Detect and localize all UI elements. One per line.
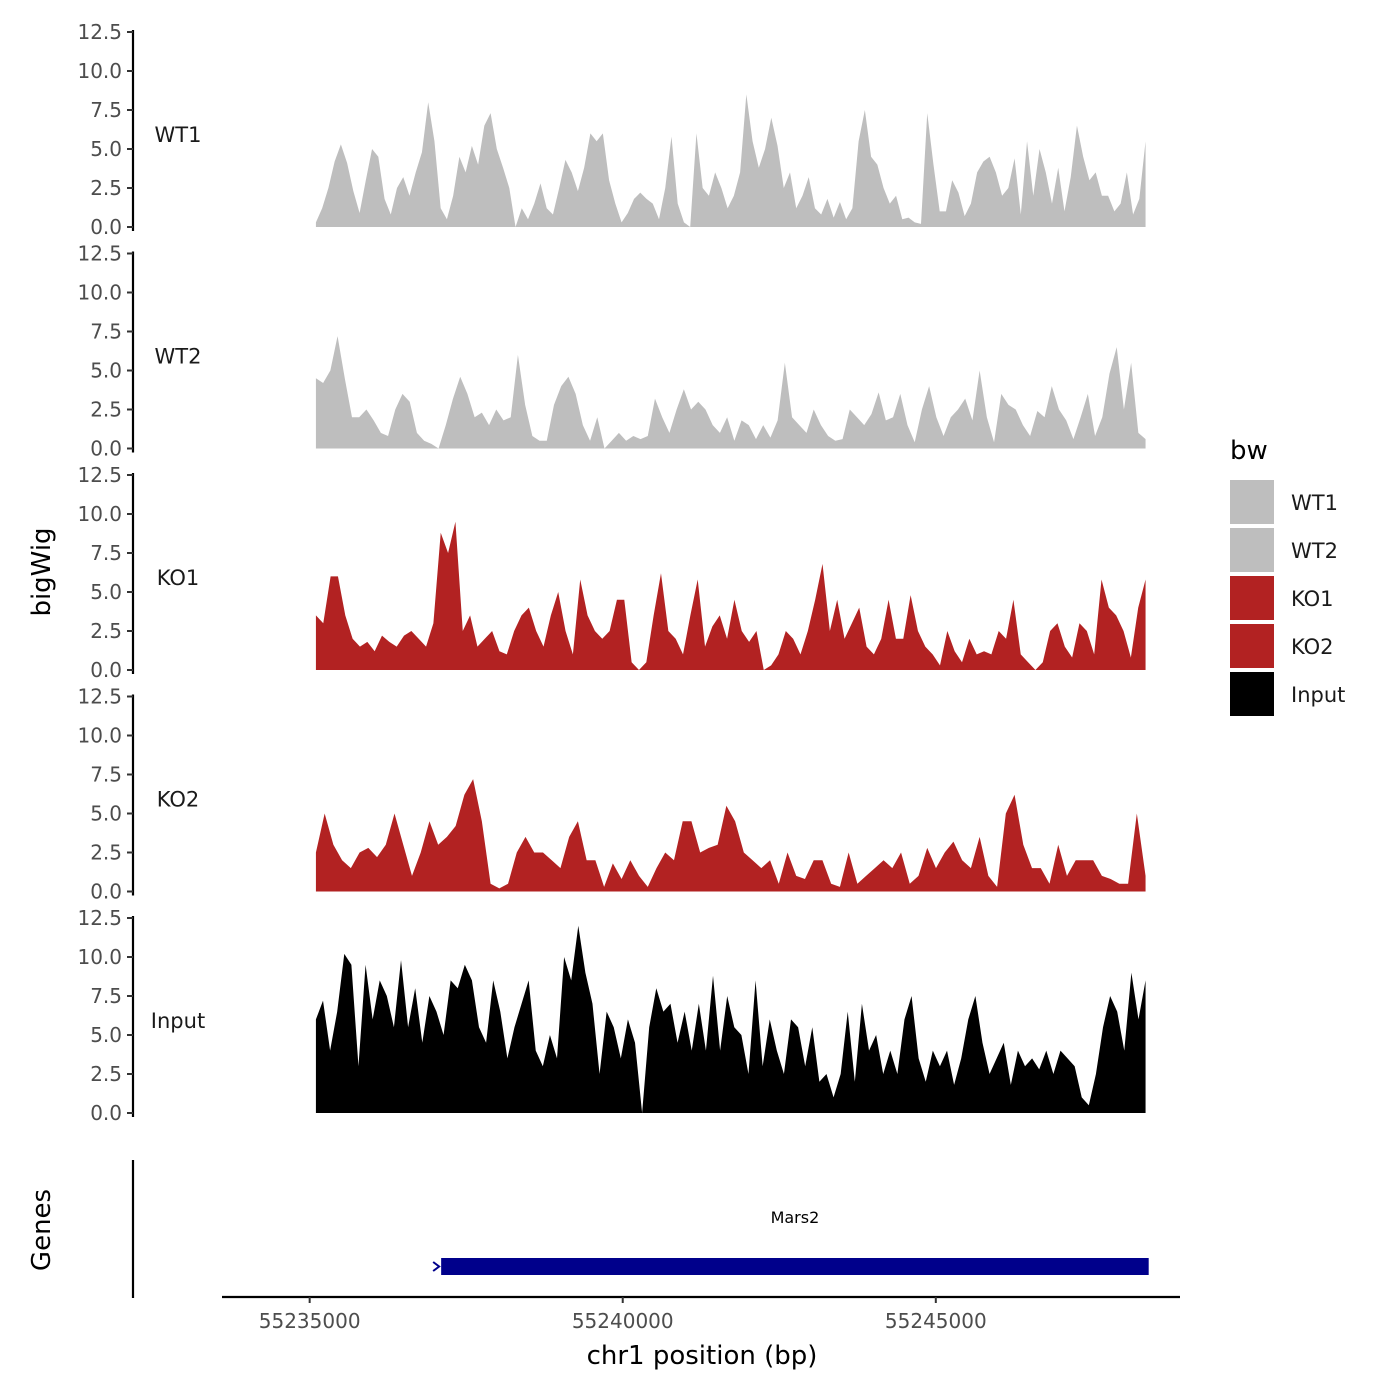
- track-label: Input: [151, 1009, 205, 1033]
- legend-label: WT2: [1291, 539, 1338, 563]
- track-panel-wt2: 0.0 2.5 5.0 7.5 10.0 12.5 WT2: [77, 242, 1146, 461]
- y-tick-label: 10.0: [77, 502, 122, 526]
- strand-arrow-icon: [432, 1261, 441, 1272]
- y-tick-label: 12.5: [77, 906, 122, 930]
- y-tick-label: 2.5: [90, 841, 122, 865]
- track-panel-input: 0.0 2.5 5.0 7.5 10.0 12.5 Input: [77, 906, 1146, 1125]
- y-tick-label: 10.0: [77, 945, 122, 969]
- legend-key-input: [1230, 672, 1274, 716]
- track-label: KO1: [157, 566, 200, 590]
- y-tick-label: 12.5: [77, 685, 122, 709]
- signal-area-input: [315, 925, 1146, 1113]
- track-panel-ko1: 0.0 2.5 5.0 7.5 10.0 12.5 KO1: [77, 463, 1146, 682]
- track-label: KO2: [157, 788, 200, 812]
- y-tick-label: 12.5: [77, 20, 122, 44]
- x-axis-title: chr1 position (bp): [587, 1341, 818, 1371]
- track-label: WT1: [155, 123, 202, 147]
- y-tick-label: 0.0: [90, 215, 122, 239]
- gene-track-title: Genes: [27, 1189, 57, 1271]
- gene-mars2: Mars2: [432, 1208, 1149, 1275]
- y-tick-label: 5.0: [90, 359, 122, 383]
- x-tick-label: 55240000: [572, 1309, 674, 1333]
- track-panel-wt1: 0.0 2.5 5.0 7.5 10.0 12.5 WT1: [77, 20, 1146, 239]
- y-tick-label: 0.0: [90, 658, 122, 682]
- track-label: WT2: [155, 345, 202, 369]
- y-tick-label: 12.5: [77, 242, 122, 266]
- y-tick-label: 0.0: [90, 437, 122, 461]
- y-tick-label: 7.5: [90, 320, 122, 344]
- y-tick-label: 12.5: [77, 463, 122, 487]
- track-panels: 0.0 2.5 5.0 7.5 10.0 12.5 WT1 0.0 2.5 5.0 7.5 10.0 1…: [77, 20, 1146, 1125]
- y-tick-label: 0.0: [90, 880, 122, 904]
- legend-key-wt2: [1230, 528, 1274, 572]
- signal-area-ko1: [315, 521, 1146, 670]
- y-axis-title: bigWig: [27, 527, 57, 616]
- y-tick-label: 10.0: [77, 281, 122, 305]
- y-tick-label: 2.5: [90, 398, 122, 422]
- y-tick-label: 10.0: [77, 724, 122, 748]
- y-tick-label: 5.0: [90, 1023, 122, 1047]
- legend-label: Input: [1291, 683, 1345, 707]
- y-tick-label: 0.0: [90, 1101, 122, 1125]
- legend-key-ko1: [1230, 576, 1274, 620]
- y-tick-label: 2.5: [90, 176, 122, 200]
- y-tick-label: 7.5: [90, 763, 122, 787]
- legend-label: WT1: [1291, 491, 1338, 515]
- legend-label: KO1: [1291, 587, 1334, 611]
- signal-area-wt1: [315, 94, 1146, 228]
- legend: bw WT1 WT2 KO1 KO2 Input: [1230, 436, 1345, 716]
- y-tick-label: 2.5: [90, 619, 122, 643]
- gene-label: Mars2: [771, 1208, 820, 1227]
- legend-key-ko2: [1230, 624, 1274, 668]
- y-tick-label: 5.0: [90, 802, 122, 826]
- y-tick-label: 5.0: [90, 137, 122, 161]
- signal-area-ko2: [315, 779, 1146, 892]
- y-tick-label: 7.5: [90, 541, 122, 565]
- y-tick-label: 7.5: [90, 984, 122, 1008]
- y-tick-label: 2.5: [90, 1062, 122, 1086]
- legend-title: bw: [1230, 436, 1268, 466]
- gene-track: Mars2: [131, 1160, 1149, 1298]
- y-tick-label: 5.0: [90, 580, 122, 604]
- gene-body: [441, 1258, 1149, 1275]
- y-tick-label: 7.5: [90, 98, 122, 122]
- signal-area-wt2: [315, 336, 1146, 449]
- legend-key-wt1: [1230, 480, 1274, 524]
- y-tick-label: 10.0: [77, 59, 122, 83]
- x-tick-label: 55235000: [259, 1309, 361, 1333]
- x-tick-label: 55245000: [885, 1309, 987, 1333]
- x-axis: 55235000 55240000 55245000: [222, 1295, 1180, 1333]
- legend-label: KO2: [1291, 635, 1334, 659]
- track-panel-ko2: 0.0 2.5 5.0 7.5 10.0 12.5 KO2: [77, 685, 1146, 904]
